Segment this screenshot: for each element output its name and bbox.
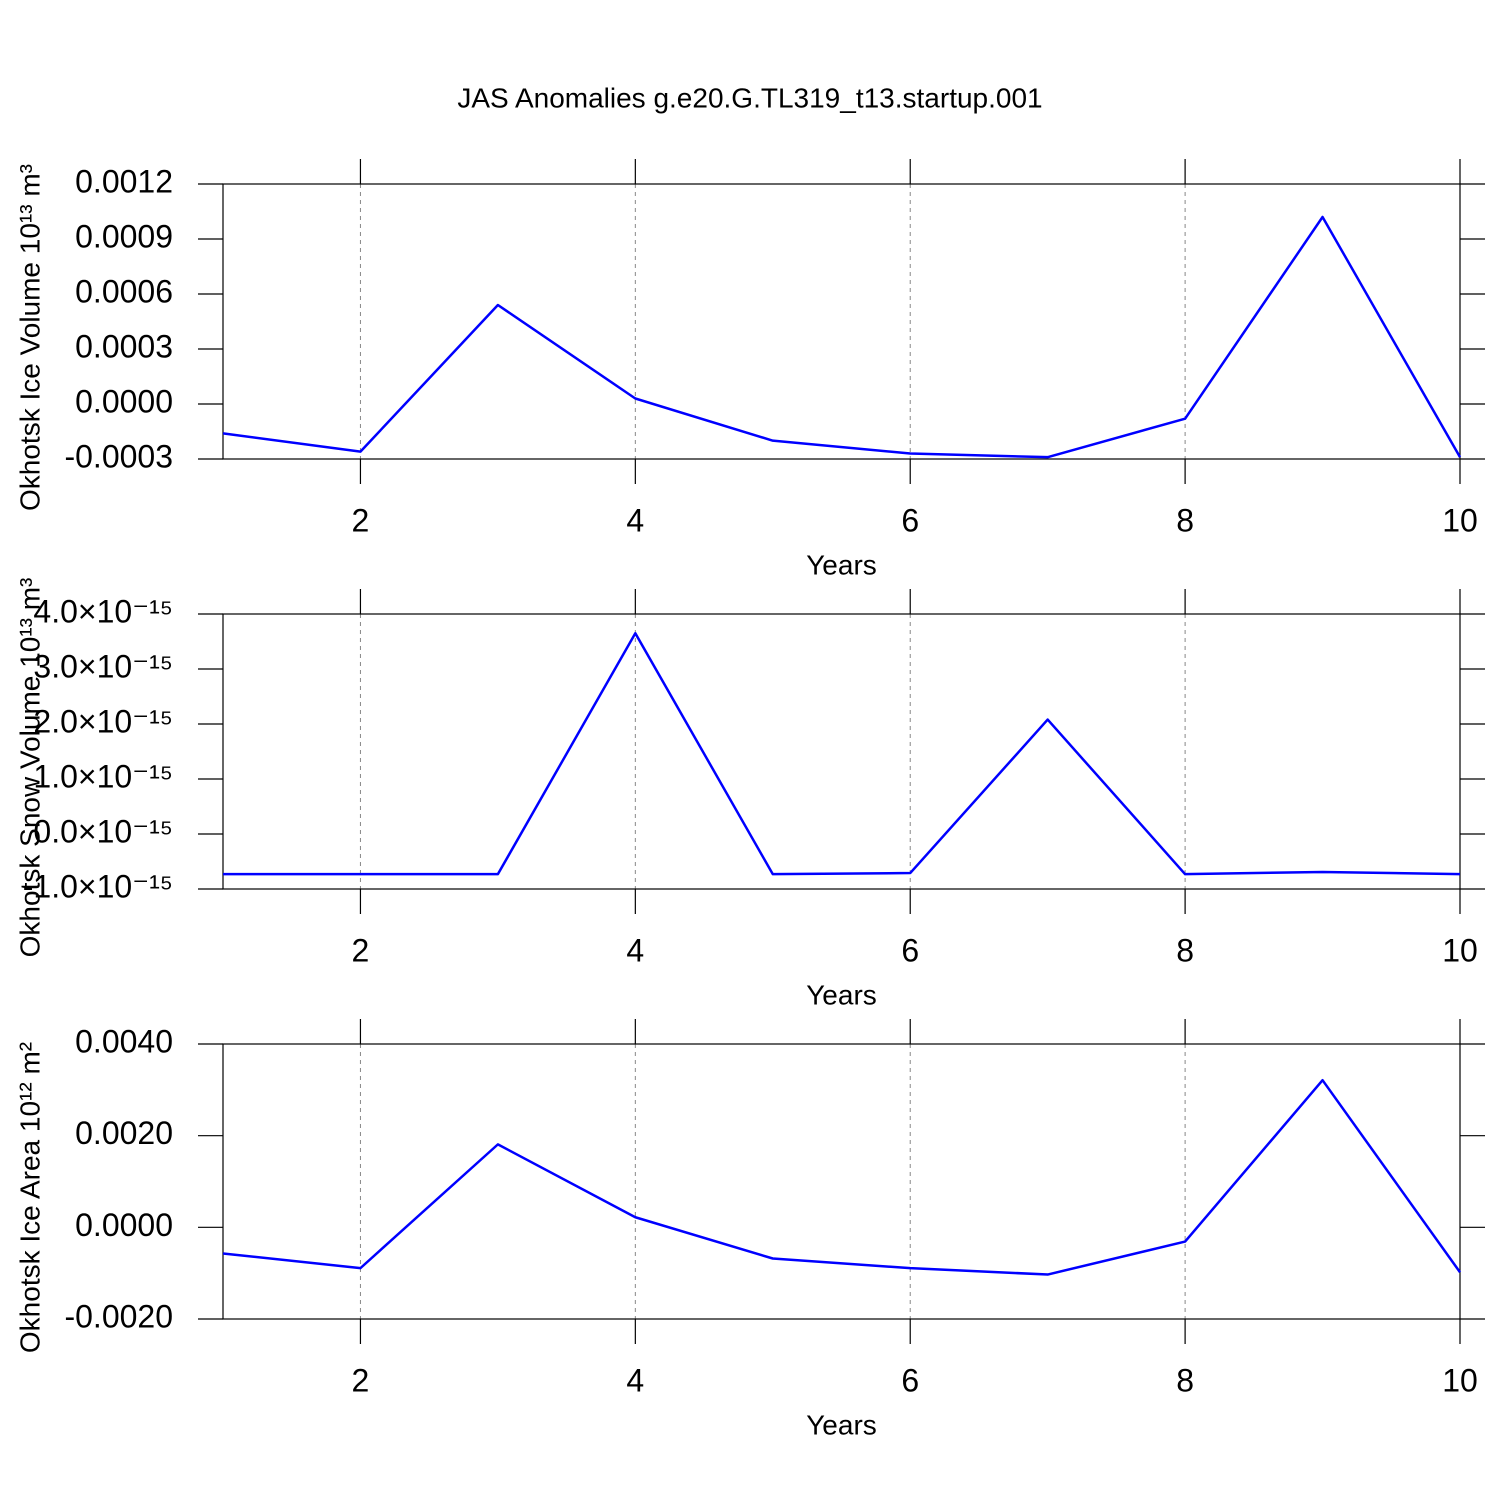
x-tick-label: 6 bbox=[901, 502, 919, 538]
x-tick-label: 8 bbox=[1176, 502, 1194, 538]
y-tick-label: -0.0020 bbox=[64, 1298, 173, 1334]
plot-frame bbox=[222, 183, 1461, 460]
data-line bbox=[223, 632, 1461, 876]
y-tick-label: 0.0009 bbox=[75, 218, 173, 254]
y-tick-label: 0.0040 bbox=[75, 1023, 173, 1059]
y-tick-label: 1.0×10⁻¹⁵ bbox=[33, 758, 173, 794]
y-axis-label: Okhotsk Ice Volume 10¹³ m³ bbox=[14, 164, 45, 511]
x-tick-label: 2 bbox=[352, 932, 370, 968]
y-tick-label: 0.0006 bbox=[75, 273, 173, 309]
x-axis-label: Years bbox=[806, 979, 877, 1010]
y-tick-label: 0.0000 bbox=[75, 1207, 173, 1243]
data-line bbox=[222, 215, 1462, 459]
y-tick-label: -0.0003 bbox=[64, 438, 173, 474]
y-tick-label: -1.0×10⁻¹⁵ bbox=[23, 868, 173, 904]
plot-frame bbox=[222, 1043, 1461, 1320]
y-tick-label: 3.0×10⁻¹⁵ bbox=[33, 648, 173, 684]
y-tick-label: 0.0000 bbox=[75, 383, 173, 419]
y-tick-label: 2.0×10⁻¹⁵ bbox=[33, 703, 173, 739]
y-tick-label: 0.0×10⁻¹⁵ bbox=[33, 813, 173, 849]
chart-title: JAS Anomalies g.e20.G.TL319_t13.startup.… bbox=[457, 82, 1042, 113]
x-tick-label: 6 bbox=[901, 1362, 919, 1398]
x-tick-label: 10 bbox=[1442, 1362, 1478, 1398]
plot-frame bbox=[222, 613, 1461, 890]
x-tick-label: 10 bbox=[1442, 502, 1478, 538]
data-line bbox=[222, 1078, 1462, 1276]
x-axis-label: Years bbox=[806, 549, 877, 580]
x-tick-label: 4 bbox=[626, 502, 644, 538]
x-tick-label: 2 bbox=[352, 502, 370, 538]
x-tick-label: 8 bbox=[1176, 1362, 1194, 1398]
x-tick-label: 4 bbox=[626, 1362, 644, 1398]
y-tick-label: 0.0003 bbox=[75, 328, 173, 364]
y-axis-label: Okhotsk Ice Area 10¹² m² bbox=[14, 1042, 45, 1353]
x-tick-label: 10 bbox=[1442, 932, 1478, 968]
x-tick-label: 2 bbox=[352, 1362, 370, 1398]
x-tick-label: 6 bbox=[901, 932, 919, 968]
y-tick-label: 0.0020 bbox=[75, 1115, 173, 1151]
y-tick-label: 0.0012 bbox=[75, 163, 173, 199]
x-tick-label: 4 bbox=[626, 932, 644, 968]
y-tick-label: 4.0×10⁻¹⁵ bbox=[33, 593, 173, 629]
x-axis-label: Years bbox=[806, 1409, 877, 1440]
x-tick-label: 8 bbox=[1176, 932, 1194, 968]
y-axis-label: Okhotsk Snow Volume 10¹³ m³ bbox=[14, 578, 45, 958]
